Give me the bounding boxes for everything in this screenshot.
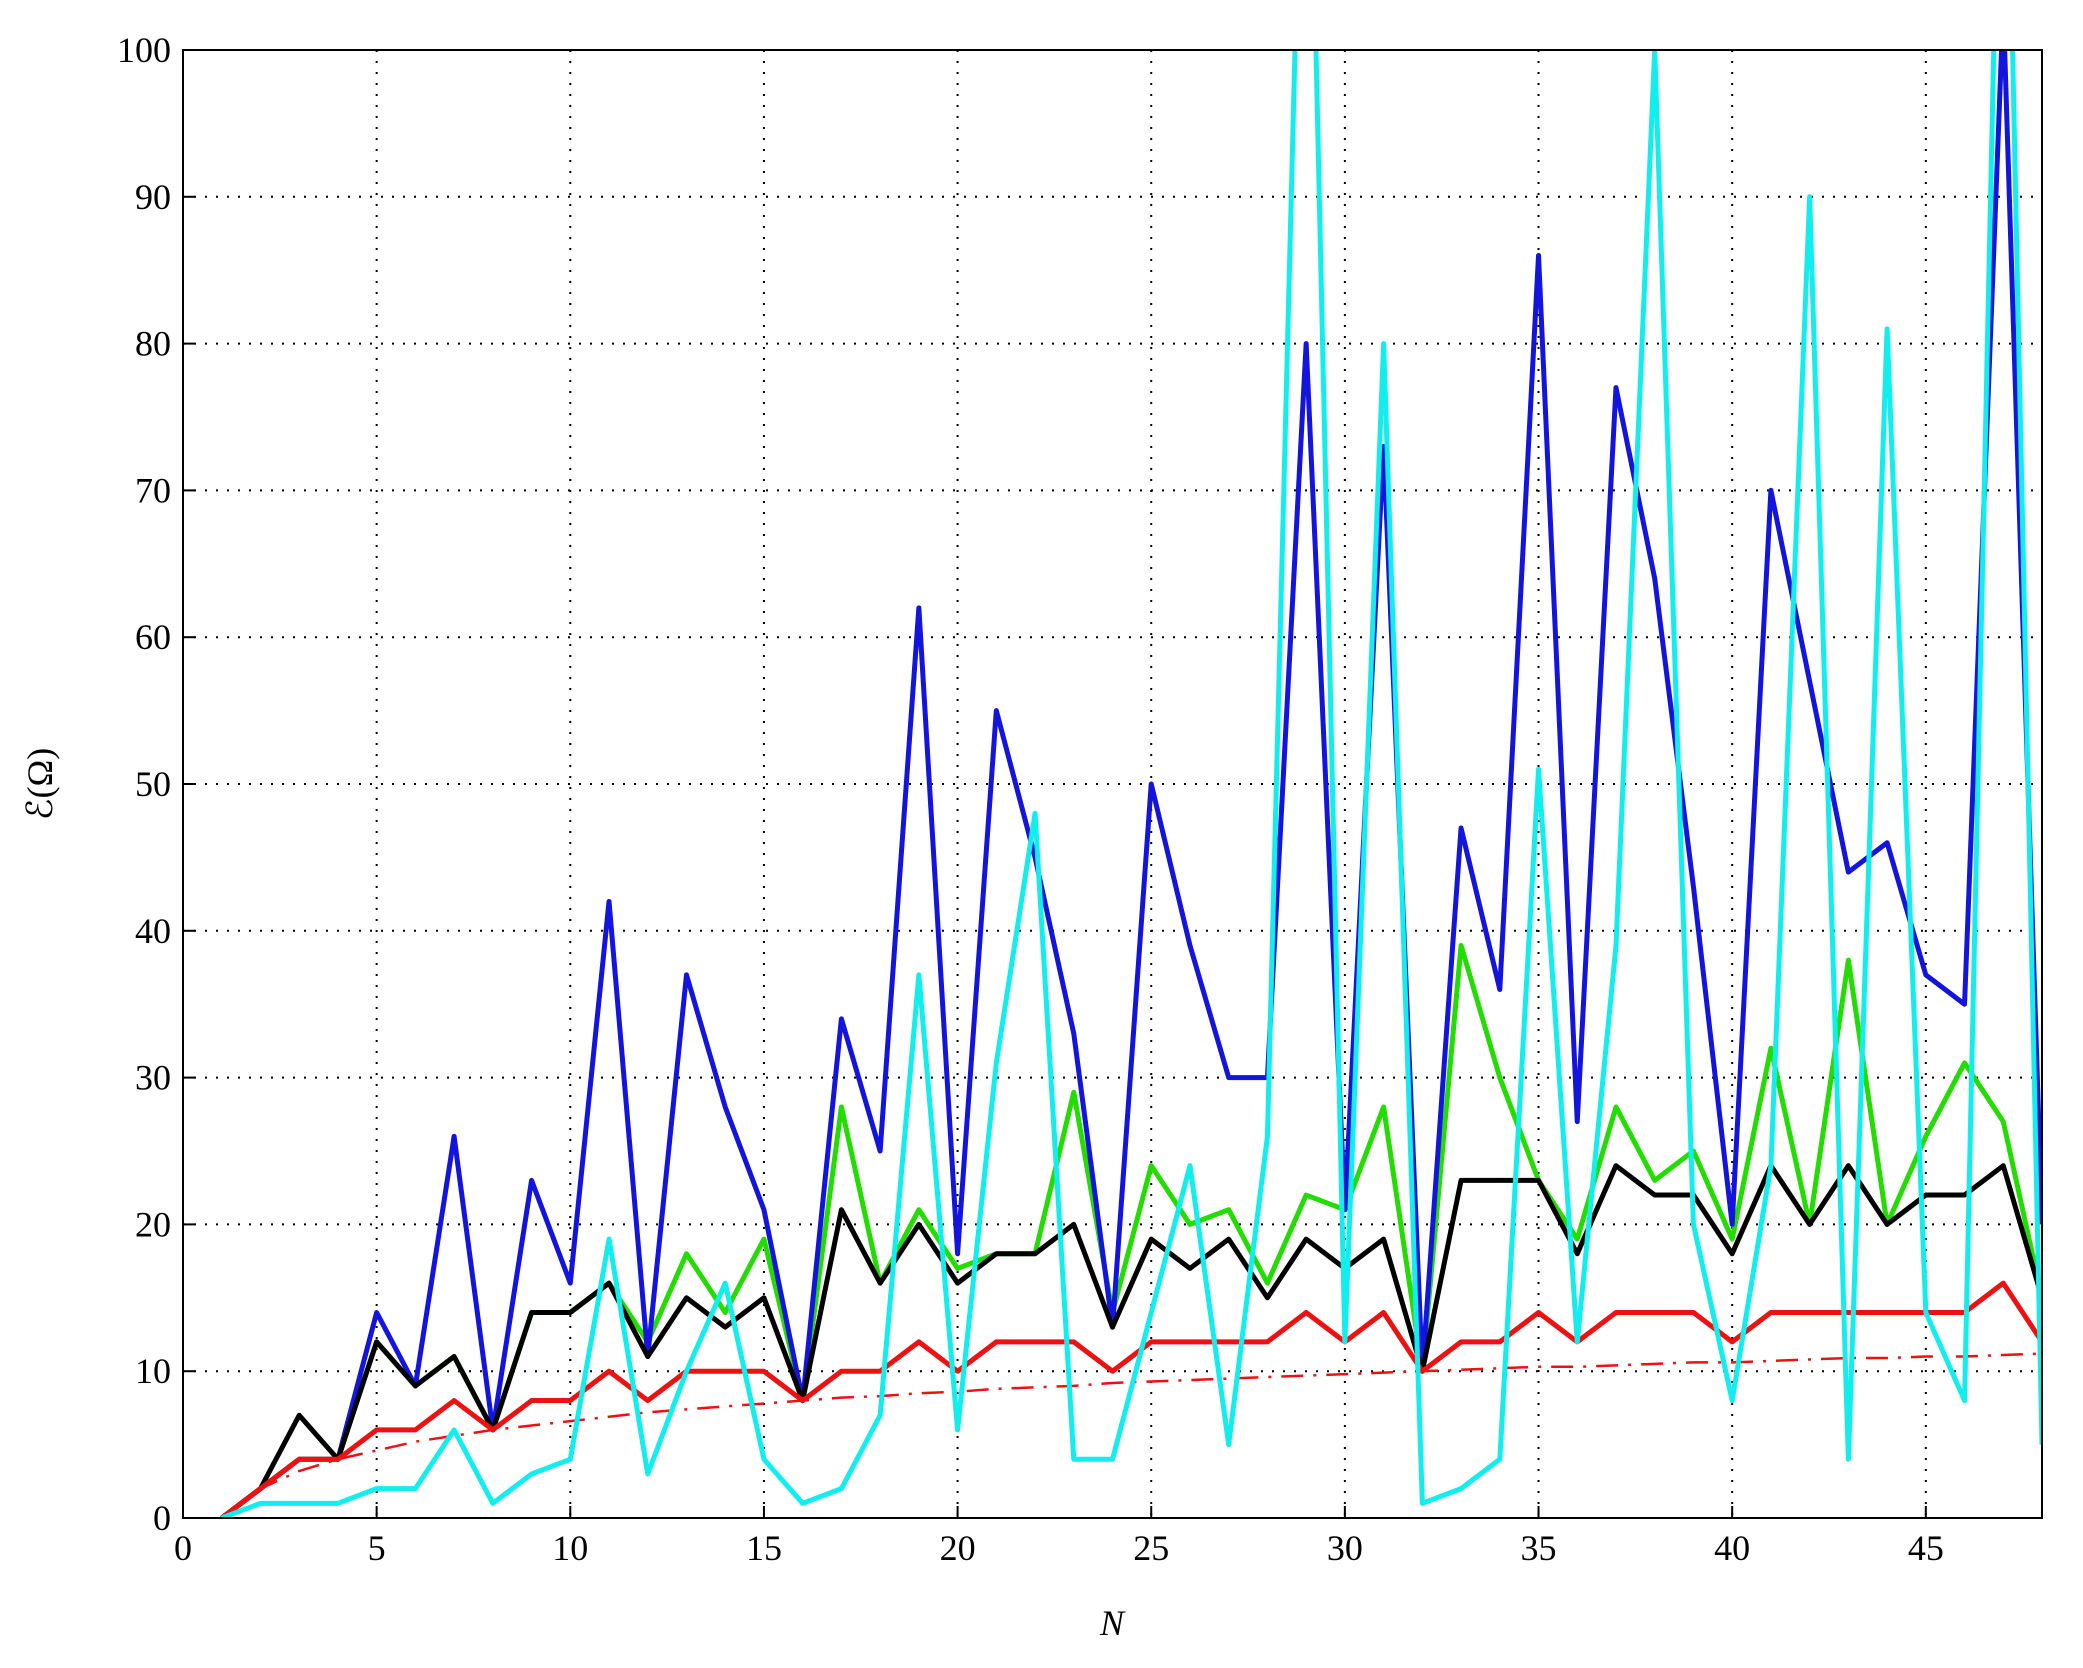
y-tick-label: 20 [135, 1204, 171, 1244]
y-tick-label: 10 [135, 1351, 171, 1391]
data-line [220, 50, 2042, 1518]
y-tick-label: 80 [135, 324, 171, 364]
x-tick-label: 15 [746, 1528, 782, 1568]
y-tick-label: 40 [135, 911, 171, 951]
x-tick-label: 45 [1908, 1528, 1944, 1568]
data-line [220, 50, 2042, 1518]
data-line [220, 1280, 2042, 1518]
data-line [220, 1163, 2042, 1518]
y-tick-label: 50 [135, 764, 171, 804]
y-tick-label: 70 [135, 470, 171, 510]
y-tick-label: 90 [135, 177, 171, 217]
y-tick-label: 0 [153, 1498, 171, 1538]
x-tick-label: 35 [1521, 1528, 1557, 1568]
x-tick-label: 40 [1714, 1528, 1750, 1568]
plot-area [220, 50, 2042, 1518]
x-tick-label: 0 [174, 1528, 192, 1568]
y-tick-label: 60 [135, 617, 171, 657]
x-tick-label: 10 [552, 1528, 588, 1568]
x-tick-label: 25 [1133, 1528, 1169, 1568]
y-tick-label: 100 [117, 30, 171, 70]
ticks: 0 5 10 15 20 25 30 35 40 45 0 10 20 30 40 50 60 70 80 90 100 [117, 30, 1944, 1568]
y-axis-label: ℰ(Ω) [20, 748, 60, 821]
x-axis-label: N [1099, 1603, 1126, 1643]
x-tick-label: 30 [1327, 1528, 1363, 1568]
y-tick-label: 30 [135, 1058, 171, 1098]
x-tick-label: 5 [368, 1528, 386, 1568]
x-tick-label: 20 [940, 1528, 976, 1568]
